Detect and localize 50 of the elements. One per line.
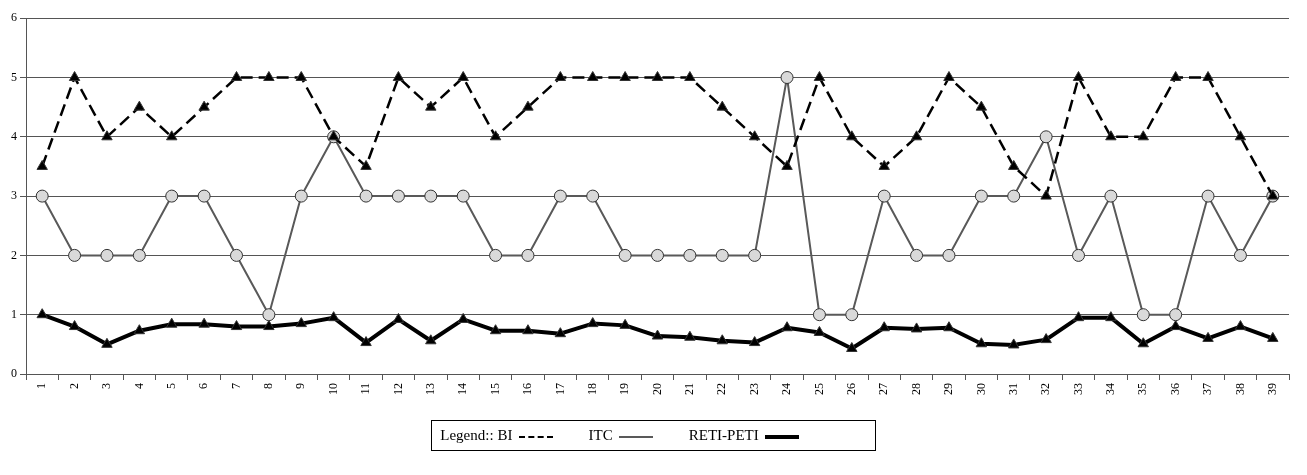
legend-label: BI [497, 427, 513, 443]
x-tick-label: 26 [843, 383, 858, 395]
x-tick-label: 37 [1200, 383, 1215, 395]
x-tick-label: 20 [649, 383, 664, 395]
x-tick-label: 24 [779, 383, 794, 395]
x-tick-label: 32 [1038, 383, 1053, 395]
x-tick-label: 7 [228, 383, 243, 389]
x-tick-label: 8 [261, 383, 276, 389]
x-tick-label: 30 [973, 383, 988, 395]
x-tick-label: 11 [358, 383, 373, 395]
legend-label: RETI-PETI [688, 427, 759, 443]
x-tick-label: 17 [552, 383, 567, 395]
x-tick-label: 38 [1232, 383, 1247, 395]
x-tick-label: 18 [584, 383, 599, 395]
y-tick-label: 1 [11, 306, 17, 321]
x-tick-label: 16 [520, 383, 535, 395]
x-tick-label: 1 [34, 383, 49, 389]
x-tick-label: 27 [876, 383, 891, 395]
x-tick-label: 10 [325, 383, 340, 395]
x-tick-label: 12 [390, 383, 405, 395]
x-tick-label: 34 [1103, 383, 1118, 395]
x-tick-label: 6 [196, 383, 211, 389]
x-tick-label: 29 [941, 383, 956, 395]
x-tick-label: 21 [682, 383, 697, 395]
x-tick-label: 4 [131, 383, 146, 389]
y-tick-label: 6 [11, 10, 17, 25]
x-tick-label: 13 [422, 383, 437, 395]
legend-title: Legend:: [440, 427, 494, 443]
y-tick-label: 0 [11, 366, 17, 381]
x-tick-label: 31 [1005, 383, 1020, 395]
x-tick-label: 19 [617, 383, 632, 395]
y-tick-label: 3 [11, 188, 17, 203]
x-tick-label: 23 [746, 383, 761, 395]
x-tick-label: 3 [99, 383, 114, 389]
x-tick-label: 25 [811, 383, 826, 395]
x-tick-label: 22 [714, 383, 729, 395]
y-tick-label: 4 [11, 128, 17, 143]
x-tick-label: 15 [487, 383, 502, 395]
x-tick-label: 35 [1135, 383, 1150, 395]
y-tick-label: 5 [11, 69, 17, 84]
x-tick-label: 28 [908, 383, 923, 395]
x-tick-label: 9 [293, 383, 308, 389]
x-tick-label: 14 [455, 383, 470, 395]
y-tick-label: 2 [11, 247, 17, 262]
x-tick-label: 39 [1264, 383, 1279, 395]
x-tick-label: 36 [1167, 383, 1182, 395]
x-tick-label: 5 [163, 383, 178, 389]
legend-label: ITC [588, 427, 613, 443]
x-tick-label: 2 [66, 383, 81, 389]
x-tick-label: 33 [1070, 383, 1085, 395]
